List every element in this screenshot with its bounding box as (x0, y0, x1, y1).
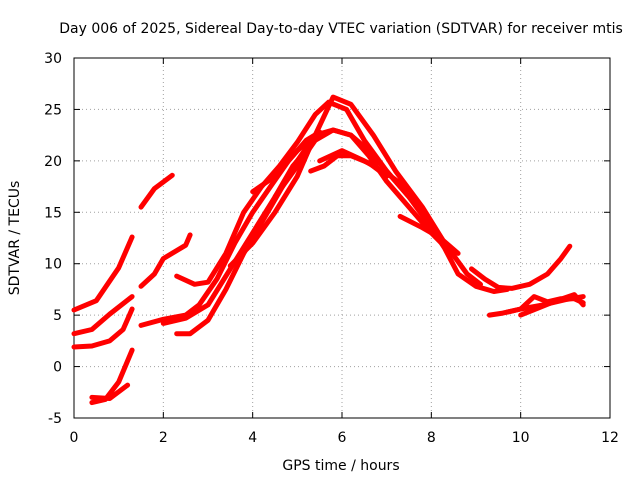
series-line-s21 (518, 292, 586, 318)
x-axis-label: GPS time / hours (282, 458, 399, 474)
series-line-s9 (174, 99, 510, 294)
x-tick-label: 10 (512, 430, 530, 446)
grid-lines (74, 58, 610, 418)
series-line-s18 (469, 243, 573, 291)
y-tick-label: 15 (44, 205, 62, 221)
series-line-s1 (71, 234, 135, 313)
series-line-s5 (89, 382, 131, 401)
series-line-s6 (138, 172, 175, 210)
series-traces (71, 94, 586, 406)
series-line-s3 (71, 306, 135, 350)
y-axis-label: SDTVAR / TECUs (7, 181, 23, 296)
y-tick-label: -5 (48, 411, 62, 427)
x-tick-label: 0 (70, 430, 79, 446)
x-tick-label: 4 (248, 430, 257, 446)
series-line-s2 (71, 294, 135, 337)
y-tick-label: 25 (44, 102, 62, 118)
x-tick-label: 12 (601, 430, 619, 446)
x-tick-label: 8 (427, 430, 436, 446)
y-tick-label: 5 (53, 308, 62, 324)
series-line-s16 (317, 148, 412, 193)
series-line-s14 (272, 142, 314, 200)
axis-ticks (73, 57, 611, 419)
x-tick-label: 2 (159, 430, 168, 446)
y-tick-label: 20 (44, 154, 62, 170)
y-tick-label: 30 (44, 51, 62, 67)
series-line-s4 (89, 347, 135, 406)
series-line-s7 (138, 232, 193, 289)
chart-title: Day 006 of 2025, Sidereal Day-to-day VTE… (59, 21, 623, 37)
y-tick-label: 0 (53, 360, 62, 376)
x-tick-label: 6 (338, 430, 347, 446)
series-line-s17 (397, 213, 461, 256)
series-line-s13 (250, 132, 318, 195)
y-tick-label: 10 (44, 257, 62, 273)
